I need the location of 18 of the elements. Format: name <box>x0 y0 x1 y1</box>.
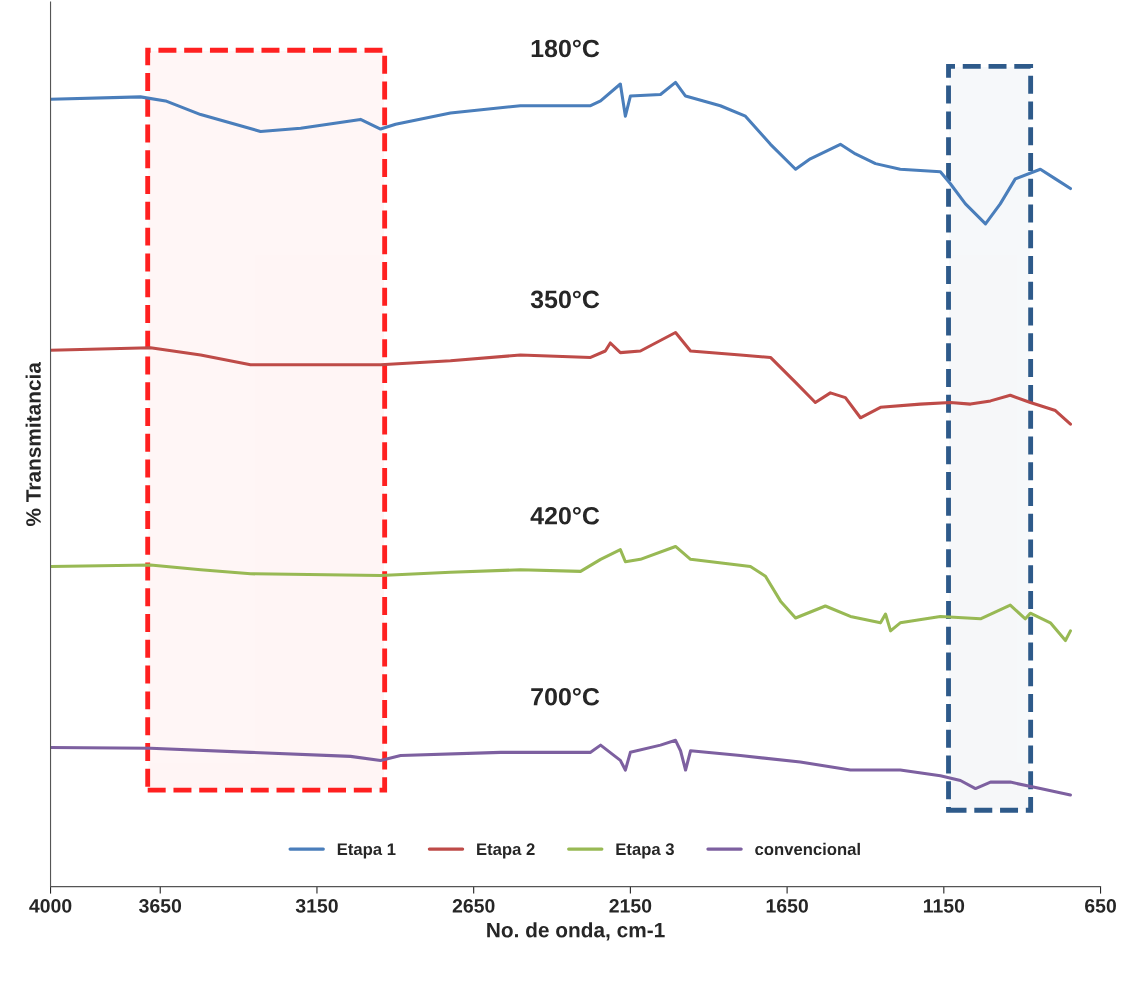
legend-label: Etapa 1 <box>337 843 396 859</box>
y-axis-title: % Transmitancia <box>25 361 41 527</box>
x-tick-label: 650 <box>1085 898 1116 913</box>
x-tick-label: 2150 <box>609 898 652 913</box>
text: 180°C <box>531 39 600 58</box>
x-tick-label: 2650 <box>452 898 495 913</box>
x-tick-label: 3150 <box>295 898 338 913</box>
x-tick-label: 1150 <box>923 898 965 913</box>
annotation: 350°C <box>530 290 600 309</box>
x-tick-label: 4000 <box>29 898 72 913</box>
annotation: 420°C <box>530 506 600 525</box>
legend-label: Etapa 3 <box>616 843 674 859</box>
x-tick-label: 3650 <box>139 898 182 913</box>
annotation: 700°C <box>531 687 600 706</box>
legend-label: convencional <box>755 842 860 856</box>
x-axis-title: No. de onda, cm-1 <box>487 922 665 941</box>
legend-label: Etapa 2 <box>477 843 535 859</box>
x-tick-label: 1650 <box>766 898 808 913</box>
